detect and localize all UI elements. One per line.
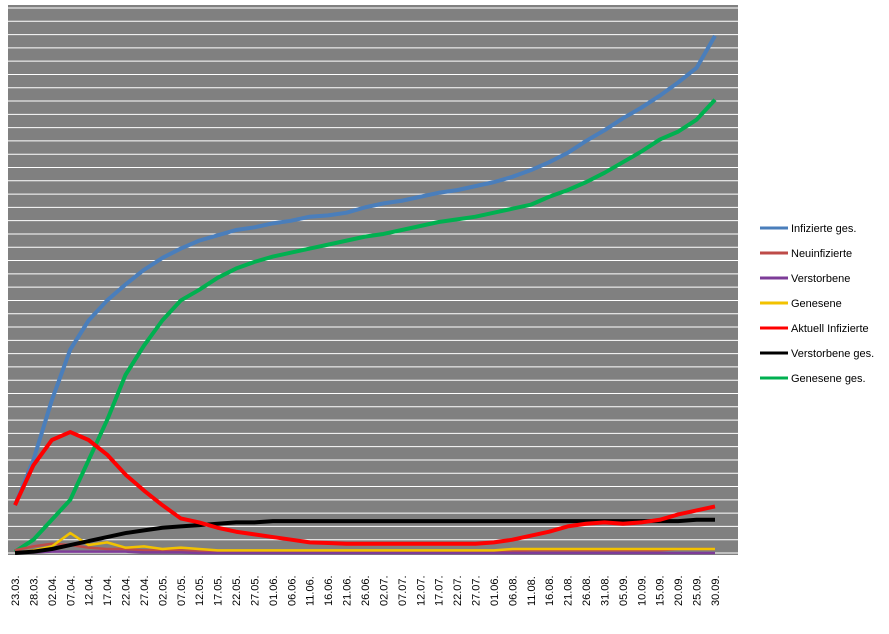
x-tick-label: 28.03. [28, 575, 40, 606]
x-tick-label: 16.08. [544, 575, 556, 606]
x-tick-label: 20.09. [673, 575, 685, 606]
legend-label: Genesene ges. [791, 373, 866, 385]
x-tick-label: 22.05. [231, 575, 243, 606]
x-tick-label: 27.07. [471, 575, 483, 606]
x-tick-label: 21.06. [342, 575, 354, 606]
x-tick-label: 06.06. [286, 575, 298, 606]
x-tick-label: 12.07. [415, 575, 427, 606]
x-tick-label: 27.05. [249, 575, 261, 606]
x-tick-label: 26.08. [581, 575, 593, 606]
x-tick-label: 23.03. [10, 575, 22, 606]
x-tick-label: 25.09. [692, 575, 704, 606]
series-line [13, 430, 716, 546]
x-tick-label: 01.06. [268, 575, 280, 606]
series-line [13, 34, 717, 506]
x-tick-label: 21.08. [563, 575, 575, 606]
x-tick-label: 22.04. [121, 575, 133, 606]
x-tick-label: 17.05. [213, 575, 225, 606]
x-tick-label: 06.08. [507, 575, 519, 606]
legend-label: Verstorbene ges. [791, 348, 874, 360]
x-tick-label: 12.04. [84, 575, 96, 606]
series-line [14, 542, 715, 553]
series-line [14, 550, 715, 555]
x-tick-label: 15.09. [655, 575, 667, 606]
x-tick-label: 30.09. [710, 575, 722, 606]
x-tick-label: 05.09. [618, 575, 630, 606]
legend-label: Neuinfizierte [791, 248, 852, 260]
x-tick-label: 02.07. [378, 575, 390, 606]
x-tick-label: 26.06. [360, 575, 372, 606]
x-tick-label: 10.09. [636, 575, 648, 606]
legend-label: Infizierte ges. [791, 223, 856, 235]
x-tick-label: 11.06. [305, 576, 317, 606]
x-tick-label: 07.04. [65, 575, 77, 606]
x-tick-label: 11.08. [526, 576, 538, 606]
series-line [14, 531, 715, 555]
x-tick-label: 12.05. [194, 575, 206, 606]
x-tick-label: 27.04. [139, 575, 151, 606]
legend-label: Verstorbene [791, 273, 850, 285]
legend-label: Genesene [791, 298, 842, 310]
x-tick-label: 02.05. [157, 575, 169, 606]
x-tick-label: 22.07. [452, 575, 464, 606]
x-tick-label: 02.04. [47, 575, 59, 606]
x-tick-label: 17.07. [434, 575, 446, 606]
x-tick-label: 17.04. [102, 575, 114, 606]
x-tick-label: 07.07. [397, 575, 409, 606]
legend-label: Aktuell Infizierte [791, 323, 869, 335]
series-line [13, 98, 717, 554]
x-tick-label: 16.06. [323, 575, 335, 606]
x-tick-label: 01.06. [489, 575, 501, 606]
x-tick-label: 31.08. [599, 575, 611, 606]
x-tick-label: 07.05. [176, 575, 188, 606]
